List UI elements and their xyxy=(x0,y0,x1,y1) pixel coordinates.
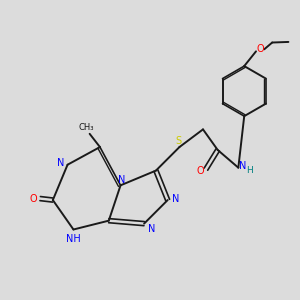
Text: O: O xyxy=(256,44,264,54)
Text: N: N xyxy=(57,158,65,168)
Text: S: S xyxy=(176,136,182,146)
Text: CH₃: CH₃ xyxy=(79,123,94,132)
Text: N: N xyxy=(172,194,180,204)
Text: O: O xyxy=(30,194,38,204)
Text: O: O xyxy=(197,166,205,176)
Text: NH: NH xyxy=(66,234,81,244)
Text: H: H xyxy=(246,166,253,175)
Text: N: N xyxy=(118,175,126,185)
Text: N: N xyxy=(148,224,155,234)
Text: N: N xyxy=(239,161,246,171)
